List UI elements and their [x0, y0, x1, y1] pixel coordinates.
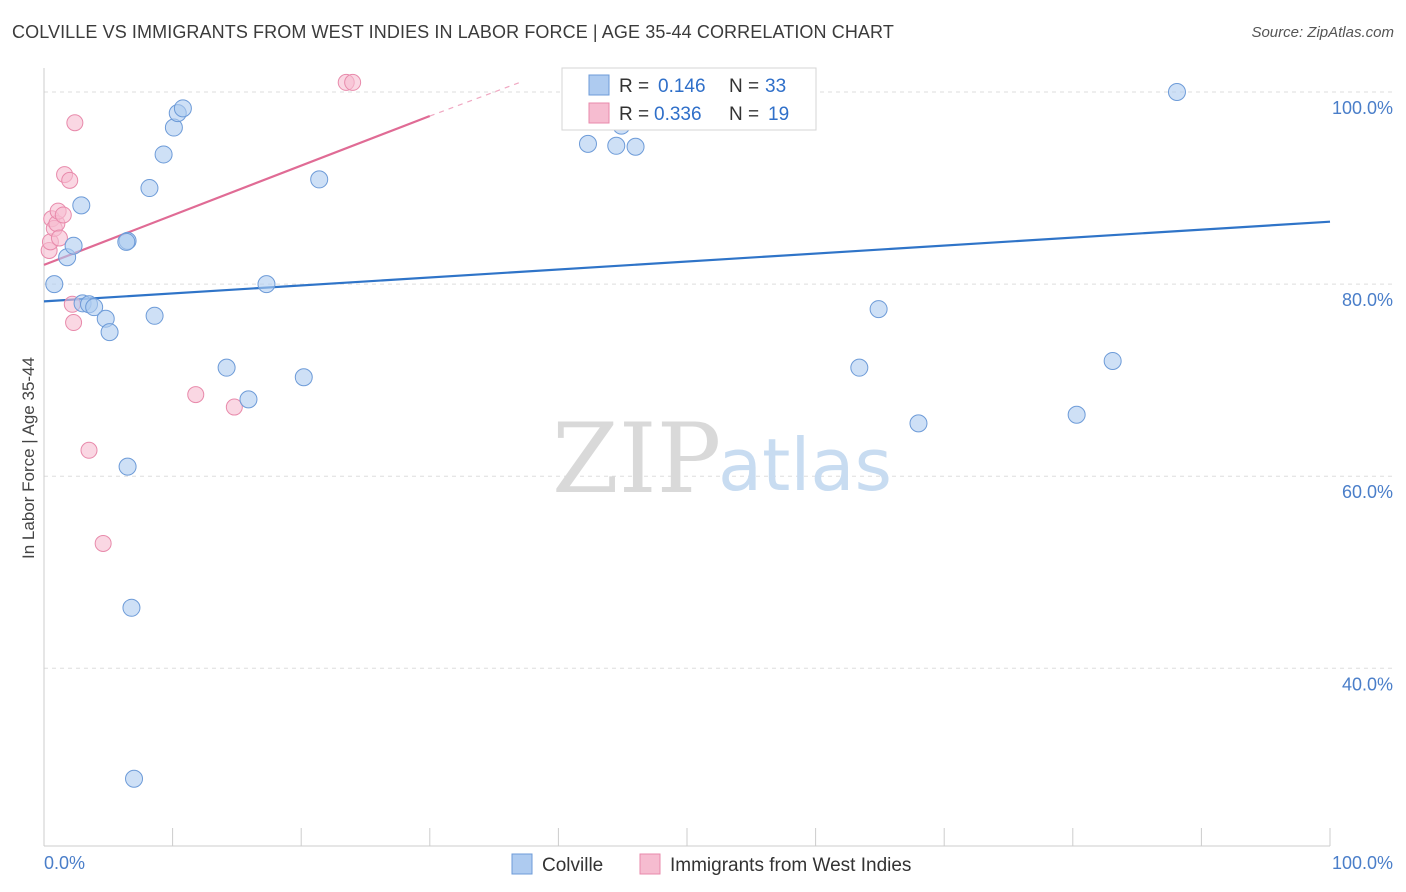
trend-line-west-indies: [43, 114, 431, 266]
point-colville-22: [257, 275, 276, 294]
legend-r-value-wi: 0.336: [654, 104, 702, 125]
point-colville-13: [125, 769, 144, 788]
bottom-legend-label-wi: Immigrants from West Indies: [670, 855, 911, 876]
point-colville-26: [607, 136, 626, 155]
trend-line-west-indies-extension: [429, 81, 521, 117]
point-colville-25: [578, 134, 597, 153]
trend-line-colville: [43, 220, 1331, 303]
point-west-indies-7: [54, 206, 72, 224]
y-tick-labels: 40.0% 60.0% 80.0% 100.0%: [1332, 98, 1393, 694]
point-west-indies-13: [187, 386, 205, 404]
bottom-legend: Colville Immigrants from West Indies: [511, 853, 911, 876]
point-colville-28: [626, 137, 645, 156]
y-tick-label-40: 40.0%: [1342, 674, 1393, 694]
chart-title: COLVILLE VS IMMIGRANTS FROM WEST INDIES …: [12, 22, 894, 42]
legend-box: R = 0.146 N = 33 R = 0.336 N = 19: [561, 67, 817, 131]
x-tick-label-max: 100.0%: [1332, 853, 1393, 873]
point-colville-21: [239, 390, 258, 409]
legend-r-label-wi: R =: [619, 104, 649, 125]
point-colville-12: [122, 598, 141, 617]
point-west-indies-9: [61, 171, 79, 189]
point-colville-23: [294, 368, 313, 387]
point-west-indies-18: [344, 73, 362, 91]
y-tick-label-80: 80.0%: [1342, 290, 1393, 310]
y-tick-label-100: 100.0%: [1332, 98, 1393, 118]
point-colville-33: [1067, 405, 1086, 424]
legend-swatch-colville: [588, 74, 610, 96]
bottom-legend-label-colville: Colville: [542, 855, 603, 876]
point-colville-14: [140, 179, 159, 198]
point-colville-35: [1167, 83, 1186, 102]
point-colville-3: [72, 196, 91, 215]
point-west-indies-6: [50, 229, 68, 247]
legend-n-label-wi: N =: [729, 104, 759, 125]
point-west-indies-12: [66, 114, 84, 132]
point-colville-30: [850, 358, 869, 377]
point-west-indies-15: [80, 441, 98, 459]
points-west-indies: [40, 73, 362, 552]
point-west-indies-11: [65, 314, 83, 332]
trend-lines: [43, 81, 1331, 303]
point-colville-16: [154, 145, 173, 164]
point-colville-19: [173, 99, 192, 118]
watermark: ZIP atlas: [552, 403, 892, 515]
point-colville-24: [310, 170, 329, 189]
x-ticks: [172, 828, 1331, 846]
watermark-zip: ZIP: [552, 403, 721, 515]
point-colville-32: [909, 414, 928, 433]
y-tick-label-60: 60.0%: [1342, 482, 1393, 502]
source-label: Source: ZipAtlas.com: [1251, 24, 1394, 41]
point-colville-11: [118, 457, 137, 476]
legend-n-value-wi: 19: [768, 104, 789, 125]
legend-swatch-wi: [588, 102, 610, 124]
bottom-legend-swatch-wi: [639, 853, 661, 875]
point-colville-0: [45, 275, 64, 294]
point-colville-20: [217, 358, 236, 377]
points-colville: [45, 83, 1186, 788]
point-colville-15: [145, 306, 164, 325]
y-axis-title: In Labor Force | Age 35-44: [19, 357, 38, 559]
point-colville-31: [869, 300, 888, 319]
legend-n-label-colville: N =: [729, 76, 759, 97]
point-colville-8: [100, 323, 119, 342]
legend-r-label-colville: R =: [619, 76, 649, 97]
point-colville-6: [85, 298, 104, 317]
x-tick-label-min: 0.0%: [44, 853, 85, 873]
point-colville-10: [117, 232, 136, 251]
point-west-indies-16: [94, 534, 112, 552]
bottom-legend-swatch-colville: [511, 853, 533, 875]
watermark-atlas: atlas: [718, 423, 892, 507]
point-colville-34: [1103, 351, 1122, 370]
gridlines: [44, 91, 1394, 669]
point-colville-2: [64, 236, 83, 255]
point-west-indies-14: [225, 398, 243, 416]
legend-r-value-colville: 0.146: [658, 76, 706, 97]
legend-n-value-colville: 33: [765, 76, 786, 97]
